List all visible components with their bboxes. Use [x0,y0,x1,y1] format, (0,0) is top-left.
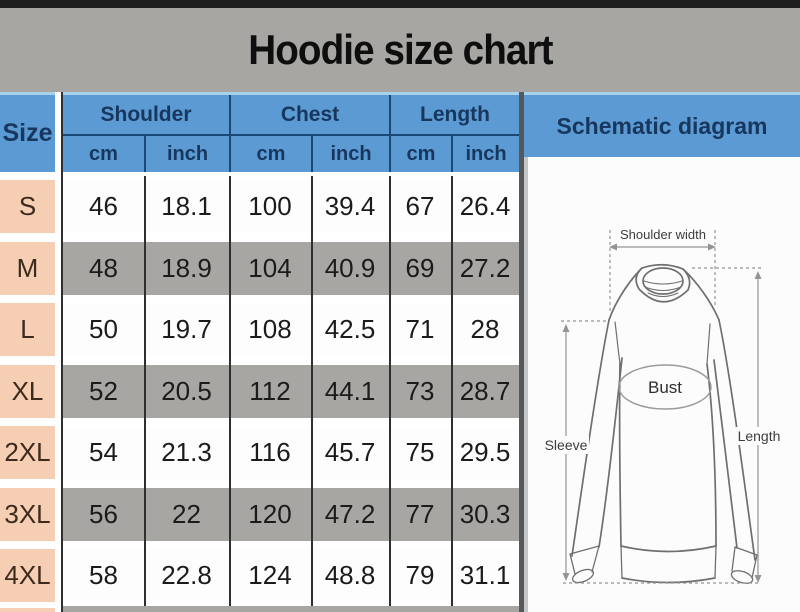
cell-length-inch: 28 [470,314,500,344]
grid-line [229,176,231,612]
size-column-header: Size [0,92,55,172]
cell-length-inch: 28.7 [459,375,511,406]
table-row: S 46 18.1 100 39.4 67 26.4 [0,176,519,238]
grid-line [311,176,313,612]
cell-length-cm: 79 [405,560,435,590]
cell-length-inch: 31.1 [459,560,511,590]
cell-chest-inch: 42.5 [324,314,376,344]
bust-ellipse [618,364,712,410]
row-partial [63,606,519,612]
panel-divider [519,92,524,612]
cell-chest-inch: 44.1 [324,375,376,406]
unit-header-length-inch: inch [451,136,519,172]
cell-length-cm: 77 [405,498,435,529]
unit-header-chest-cm: cm [229,136,311,172]
cell-length-inch: 26.4 [459,191,511,221]
cell-shoulder-cm: 56 [89,498,118,529]
size-label: 2XL [0,426,55,479]
size-label: XL [0,364,55,418]
cell-length-cm: 67 [405,191,435,221]
shoulder-width-label: Shoulder width [620,227,706,242]
group-header-shoulder: Shoulder [100,102,192,126]
cell-length-cm: 75 [405,437,435,467]
cell-length-inch: 29.5 [459,437,511,467]
top-black-strip [0,0,800,8]
cell-shoulder-cm: 50 [89,314,118,344]
unit-header-chest-inch: inch [311,136,389,172]
cell-shoulder-inch: 19.7 [161,314,212,344]
row-partial [0,608,55,612]
size-label: S [0,180,55,233]
group-header-chest: Chest [229,95,389,134]
cell-chest-cm: 100 [248,191,292,221]
size-label: L [0,303,55,356]
size-label: M [0,241,55,295]
cell-shoulder-cm: 52 [89,375,118,406]
cell-shoulder-cm: 54 [89,437,118,467]
cell-shoulder-inch: 22.8 [161,560,212,590]
size-label: 4XL [0,549,55,602]
size-label: 3XL [0,487,55,541]
grid-line [144,176,146,612]
cell-chest-cm: 120 [248,498,292,529]
grid-line [61,92,63,612]
unit-header-row: cm inch cm inch cm inch [63,134,519,172]
page-title: Hoodie size chart [247,26,553,73]
cell-chest-cm: 112 [249,375,291,406]
table-row: M 48 18.9 104 40.9 69 27.2 [0,238,519,300]
hoodie-schematic-drawing: Shoulder width Length Sleeve Bust [543,227,782,584]
dimension-annotations: Shoulder width Length Sleeve Bust [543,227,782,584]
cell-shoulder-inch: 20.5 [161,375,212,406]
unit-header-shoulder-cm: cm [89,142,118,165]
group-header-length: Length [389,95,519,134]
sleeve-label: Sleeve [545,437,588,453]
cell-chest-cm: 116 [249,437,291,467]
grid-line [451,176,453,612]
unit-header-length-cm: cm [389,136,451,172]
panel-divider-shadow [524,157,528,612]
cell-shoulder-inch: 22 [172,498,201,529]
hoodie-outline [569,263,758,584]
table-row: L 50 19.7 108 42.5 71 28 [0,299,519,361]
cell-length-cm: 71 [405,314,435,344]
cell-shoulder-inch: 18.1 [161,191,212,221]
cell-length-cm: 73 [405,375,435,406]
schematic-heading: Schematic diagram [524,92,800,157]
cell-shoulder-cm: 58 [89,560,118,590]
cell-shoulder-cm: 48 [89,252,118,283]
cell-chest-inch: 45.7 [324,437,376,467]
table-row: 2XL 54 21.3 116 45.7 75 29.5 [0,422,519,484]
cell-chest-inch: 40.9 [324,252,376,283]
table-row: XL 52 20.5 112 44.1 73 28.7 [0,361,519,423]
measure-group-header-row: Shoulder Chest Length [63,92,519,134]
cell-chest-cm: 108 [248,314,292,344]
length-label: Length [738,428,781,444]
cell-chest-inch: 39.4 [324,191,376,221]
table-row: 3XL 56 22 120 47.2 77 30.3 [0,484,519,546]
grid-line [389,176,391,612]
cell-chest-inch: 47.2 [324,498,376,529]
bust-label: Bust [648,378,682,397]
cell-shoulder-cm: 46 [89,191,118,221]
table-row: 4XL 58 22.8 124 48.8 79 31.1 [0,545,519,607]
cell-length-inch: 30.3 [459,498,511,529]
cell-shoulder-inch: 18.9 [161,252,212,283]
cell-chest-inch: 48.8 [324,560,376,590]
cell-shoulder-inch: 21.3 [161,437,212,467]
schematic-panel [524,157,800,612]
cell-chest-cm: 104 [248,252,292,283]
cell-chest-cm: 124 [248,560,292,590]
cell-length-cm: 69 [405,252,435,283]
unit-header-shoulder-inch: inch [144,136,229,172]
cell-length-inch: 27.2 [459,252,511,283]
title-band: Hoodie size chart [0,8,800,92]
